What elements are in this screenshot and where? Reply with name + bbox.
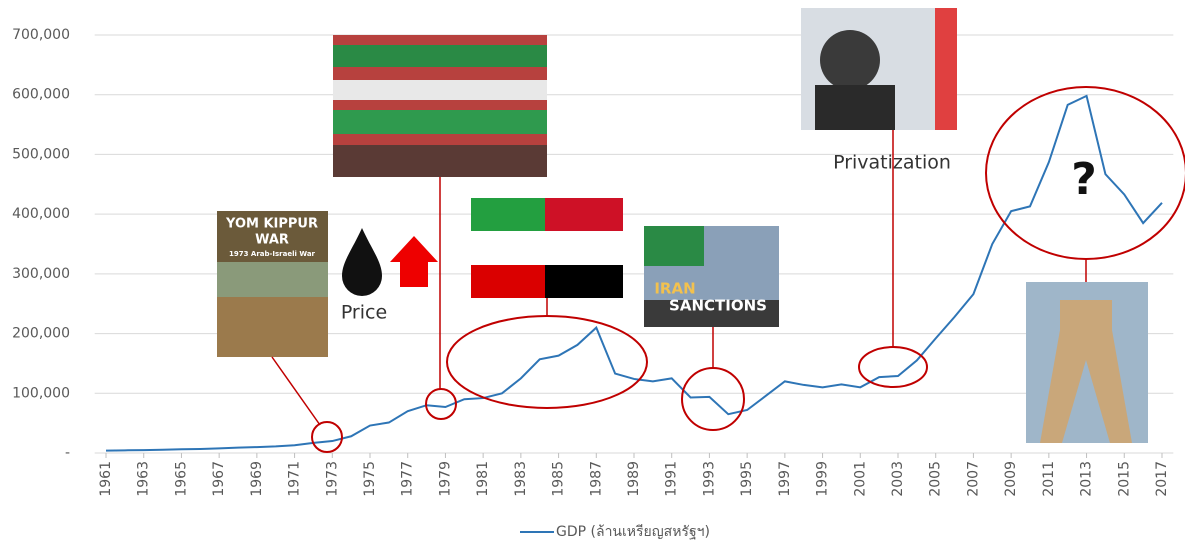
ring	[681, 367, 745, 431]
annotation: SANCTIONS	[669, 297, 767, 315]
ring	[425, 388, 457, 420]
x-tick-label: 1961	[98, 461, 114, 497]
x-tick-label: 2017	[1154, 461, 1170, 497]
ring	[985, 86, 1185, 260]
annotation: ?	[1071, 154, 1097, 205]
x-tick-label: 1971	[287, 461, 303, 497]
picture	[471, 198, 545, 231]
picture	[545, 198, 623, 231]
picture	[820, 30, 880, 90]
picture	[815, 85, 895, 130]
ring	[858, 346, 928, 388]
picture	[333, 110, 547, 134]
x-tick-label: 1981	[475, 461, 491, 497]
picture	[217, 297, 328, 357]
annotation: Price	[341, 302, 387, 324]
x-tick-label: 1987	[588, 461, 604, 497]
picture	[471, 265, 545, 298]
picture	[333, 145, 547, 177]
x-tick-label: 1965	[173, 461, 189, 497]
x-tick-label: 1973	[324, 461, 340, 497]
x-tick-label: 1963	[136, 461, 152, 497]
legend-label: GDP (ล้านเหรียญสหรัฐฯ)	[556, 524, 710, 540]
x-tick-label: 1989	[626, 461, 642, 497]
x-tick-label: 1995	[739, 461, 755, 497]
annotation: Privatization	[833, 152, 951, 174]
picture	[471, 231, 545, 265]
x-tick-label: 1997	[777, 461, 793, 497]
x-tick-label: 1977	[400, 461, 416, 497]
y-tick-label: 100,000	[12, 385, 70, 401]
x-tick-label: 1975	[362, 461, 378, 497]
leader-line	[271, 356, 321, 426]
y-tick-label: 500,000	[12, 146, 70, 162]
y-tick-label: 400,000	[12, 206, 70, 222]
picture	[1040, 300, 1132, 443]
oil-drop	[342, 228, 382, 296]
x-tick-label: 2011	[1041, 461, 1057, 497]
picture	[545, 265, 623, 298]
x-tick-label: 1967	[211, 461, 227, 497]
ring	[446, 315, 648, 409]
annotation: IRAN	[654, 280, 695, 298]
picture	[644, 226, 704, 266]
annotation-rings	[271, 86, 1185, 453]
x-tick-label: 1991	[664, 461, 680, 497]
x-tick-label: 2009	[1003, 461, 1019, 497]
picture	[217, 262, 328, 297]
x-tick-label: 2003	[890, 461, 906, 497]
annotation: WAR	[255, 233, 289, 248]
x-tick-label: 1979	[437, 461, 453, 497]
x-tick-label: 1985	[551, 461, 567, 497]
annotation: YOM KIPPUR	[225, 217, 318, 232]
annotation-pictures: YOM KIPPUR WAR 1973 Arab-Israeli War Pri…	[217, 8, 1148, 443]
x-tick-label: 1983	[513, 461, 529, 497]
picture	[545, 231, 623, 265]
x-tick-label: 2007	[965, 461, 981, 497]
ring	[311, 421, 343, 453]
picture	[935, 8, 957, 130]
up-arrow	[390, 236, 438, 287]
x-tick-label: 2001	[852, 461, 868, 497]
y-tick-label: 300,000	[12, 266, 70, 282]
x-tick-label: 1969	[249, 461, 265, 497]
data-line	[105, 94, 1163, 452]
x-tick-label: 2015	[1116, 461, 1132, 497]
y-tick-label: 600,000	[12, 87, 70, 103]
picture	[333, 80, 547, 100]
picture	[333, 45, 547, 67]
annotation: 1973 Arab-Israeli War	[229, 250, 316, 258]
x-tick-label: 2005	[928, 461, 944, 497]
y-tick-label: 700,000	[12, 27, 70, 43]
y-tick-label: 200,000	[12, 326, 70, 342]
x-tick-label: 1993	[701, 461, 717, 497]
y-tick-label: -	[65, 445, 70, 461]
x-tick-label: 1999	[815, 461, 831, 497]
picture	[644, 300, 779, 327]
x-tick-label: 2013	[1079, 461, 1095, 497]
